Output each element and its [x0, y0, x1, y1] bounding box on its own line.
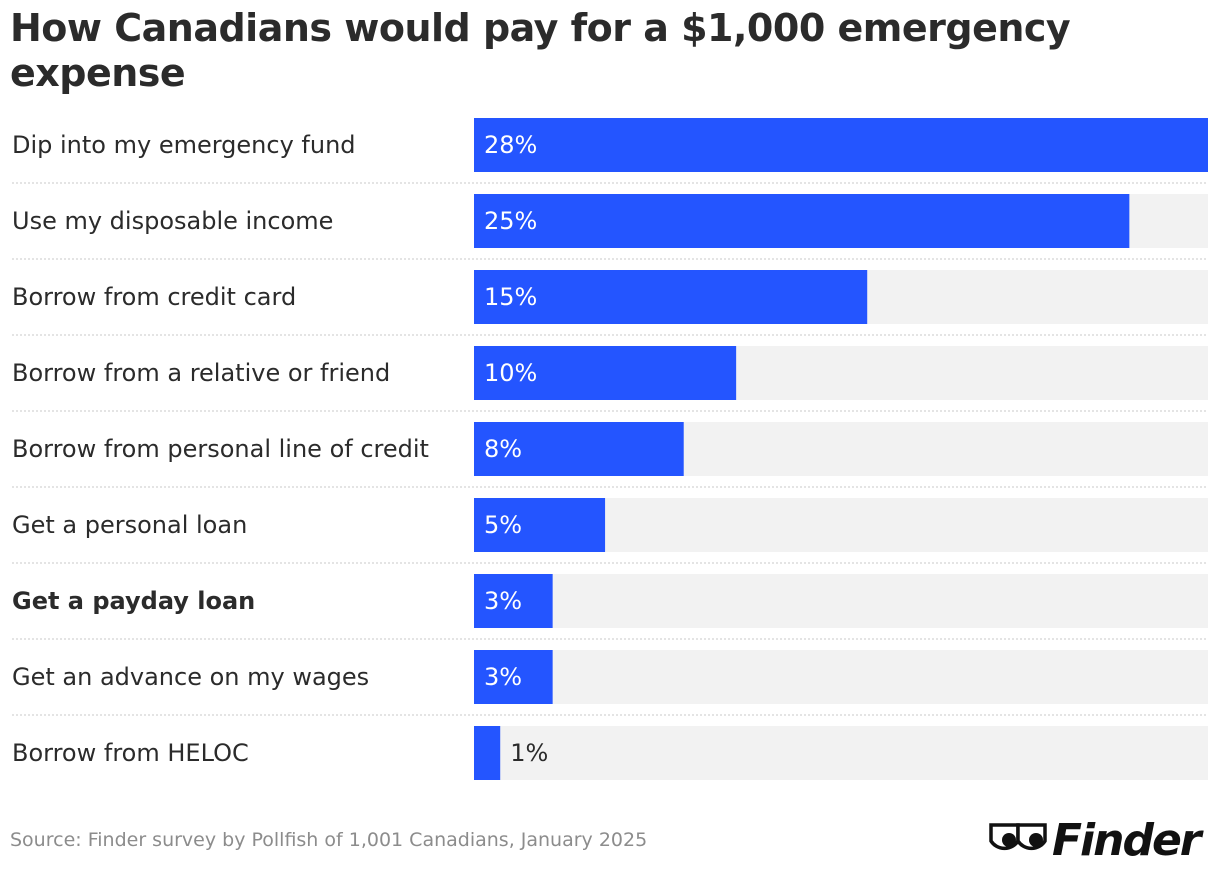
bar-track	[474, 650, 1208, 704]
finder-wordmark: Finder	[1052, 815, 1201, 866]
category-label: Borrow from HELOC	[12, 739, 249, 767]
category-label: Borrow from credit card	[12, 283, 296, 311]
value-label: 28%	[484, 131, 537, 159]
category-label: Dip into my emergency fund	[12, 131, 356, 159]
bar	[474, 498, 606, 552]
category-label: Get a payday loan	[12, 587, 255, 615]
bar	[474, 650, 553, 704]
category-label: Use my disposable income	[12, 207, 333, 235]
bar	[474, 346, 737, 400]
bar	[474, 726, 501, 780]
chart-title: How Canadians would pay for a $1,000 eme…	[10, 6, 1071, 95]
category-label: Get an advance on my wages	[12, 663, 369, 691]
bar	[474, 574, 553, 628]
value-label: 3%	[484, 587, 522, 615]
value-label: 25%	[484, 207, 537, 235]
finder-eyes-icon	[989, 823, 1047, 851]
bar	[474, 422, 684, 476]
value-label: 5%	[484, 511, 522, 539]
bar-track	[474, 574, 1208, 628]
source-note: Source: Finder survey by Pollfish of 1,0…	[10, 829, 648, 851]
finder-logo: Finder	[988, 815, 1201, 866]
value-label: 8%	[484, 435, 522, 463]
value-label: 1%	[510, 739, 548, 767]
bar	[474, 270, 868, 324]
value-label: 15%	[484, 283, 537, 311]
value-label: 3%	[484, 663, 522, 691]
category-label: Borrow from personal line of credit	[12, 435, 429, 463]
bar	[474, 194, 1130, 248]
value-label: 10%	[484, 359, 537, 387]
bar-track	[474, 726, 1208, 780]
category-label: Get a personal loan	[12, 511, 247, 539]
bar	[474, 118, 1208, 172]
category-label: Borrow from a relative or friend	[12, 359, 390, 387]
